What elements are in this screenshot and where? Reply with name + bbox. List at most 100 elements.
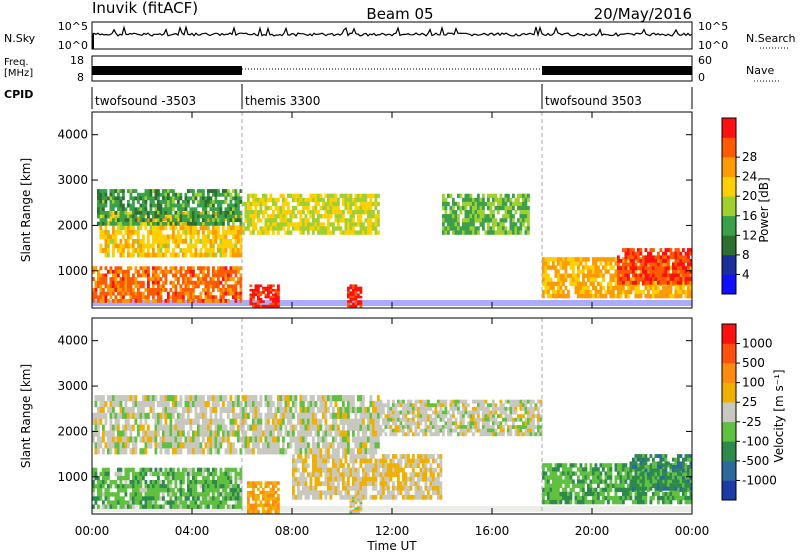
heatmap-cell: [637, 266, 640, 271]
heatmap-cell: [214, 207, 218, 212]
heatmap-cell: [237, 230, 240, 235]
heatmap-cell: [422, 476, 425, 482]
heatmap-cell: [307, 418, 310, 425]
heatmap-cell: [427, 494, 430, 500]
heatmap-cell: [549, 281, 553, 287]
heatmap-cell: [167, 192, 170, 197]
heatmap-cell: [204, 500, 208, 505]
heatmap-cell: [232, 216, 235, 222]
heatmap-cell: [177, 239, 180, 244]
heatmap-cell: [97, 203, 100, 208]
heatmap-cell: [207, 471, 210, 477]
heatmap-cell: [312, 458, 315, 464]
heatmap-cell: [314, 430, 318, 437]
heatmap-cell: [227, 189, 230, 193]
heatmap-cell: [492, 201, 495, 207]
heatmap-cell: [197, 234, 200, 240]
heatmap-cell: [137, 207, 140, 212]
heatmap-cell: [139, 492, 143, 497]
heatmap-cell: [209, 221, 213, 226]
heatmap-cell: [234, 412, 238, 419]
heatmap-cell: [609, 285, 613, 291]
heatmap-cell: [192, 496, 195, 501]
heatmap-cell: [589, 293, 593, 299]
heatmap-cell: [229, 442, 233, 449]
heatmap-cell: [222, 248, 225, 253]
heatmap-cell: [207, 430, 210, 437]
heatmap-cell: [359, 406, 363, 414]
heatmap-cell: [349, 197, 353, 203]
heatmap-cell: [582, 269, 585, 274]
heatmap-cell: [349, 201, 353, 207]
heatmap-cell: [202, 448, 205, 455]
heatmap-cell: [134, 266, 138, 271]
heatmap-cell: [469, 222, 473, 227]
heatmap-cell: [129, 243, 133, 249]
heatmap-cell: [302, 201, 305, 207]
heatmap-cell: [107, 220, 110, 226]
heatmap-cell: [329, 454, 333, 459]
heatmap-cell: [419, 494, 423, 500]
heatmap-cell: [557, 261, 560, 266]
heatmap-cell: [309, 424, 313, 431]
heatmap-cell: [137, 471, 140, 477]
heatmap-cell: [397, 399, 400, 404]
heatmap-cell: [337, 210, 340, 215]
heatmap-cell: [319, 436, 323, 443]
heatmap-cell: [162, 214, 165, 219]
heatmap-cell: [662, 280, 665, 285]
heatmap-cell: [187, 496, 190, 501]
heatmap-cell: [599, 289, 603, 295]
heatmap-cell: [657, 277, 660, 281]
heatmap-cell: [252, 406, 255, 414]
heatmap-cell: [552, 281, 555, 287]
heatmap-cell: [634, 269, 638, 274]
heatmap-cell: [297, 193, 300, 199]
heatmap-cell: [99, 210, 103, 215]
heatmap-cell: [602, 265, 605, 270]
heatmap-cell: [137, 269, 140, 274]
heatmap-cell: [127, 500, 130, 505]
heatmap-cell: [294, 193, 298, 199]
heatmap-cell: [152, 504, 155, 509]
heatmap-cell: [347, 442, 350, 449]
heatmap-cell: [274, 218, 278, 223]
heatmap-cell: [499, 193, 503, 199]
heatmap-cell: [562, 289, 565, 295]
heatmap-cell: [249, 395, 253, 402]
heatmap-cell: [279, 412, 283, 419]
heatmap-cell: [97, 492, 100, 497]
heatmap-cell: [552, 289, 555, 295]
heatmap-cell: [307, 218, 310, 223]
heatmap-cell: [127, 266, 130, 271]
heatmap-cell: [144, 484, 148, 489]
heatmap-cell: [269, 193, 273, 199]
heatmap-cell: [122, 424, 125, 431]
heatmap-cell: [374, 406, 378, 414]
heatmap-cell: [677, 285, 680, 291]
heatmap-cell: [287, 395, 290, 402]
heatmap-cell: [297, 458, 300, 464]
heatmap-cell: [224, 234, 228, 240]
heatmap-cell: [352, 496, 355, 499]
heatmap-cell: [232, 496, 235, 501]
heatmap-cell: [397, 425, 400, 429]
heatmap-cell: [199, 471, 203, 477]
heatmap-cell: [137, 210, 140, 215]
heatmap-cell: [487, 193, 490, 199]
heatmap-cell: [359, 300, 363, 303]
heatmap-cell: [264, 197, 268, 203]
heatmap-cell: [219, 475, 223, 481]
heatmap-cell: [164, 207, 168, 212]
heatmap-cell: [582, 277, 585, 282]
heatmap-cell: [162, 189, 165, 193]
heatmap-cell: [382, 406, 385, 411]
heatmap-cell: [342, 214, 345, 219]
heatmap-cell: [119, 412, 123, 419]
heatmap-cell: [322, 230, 325, 235]
heatmap-cell: [592, 273, 595, 278]
heatmap-cell: [209, 277, 213, 281]
heatmap-cell: [372, 436, 375, 443]
heatmap-cell: [512, 226, 515, 231]
heatmap-cell: [254, 226, 258, 231]
